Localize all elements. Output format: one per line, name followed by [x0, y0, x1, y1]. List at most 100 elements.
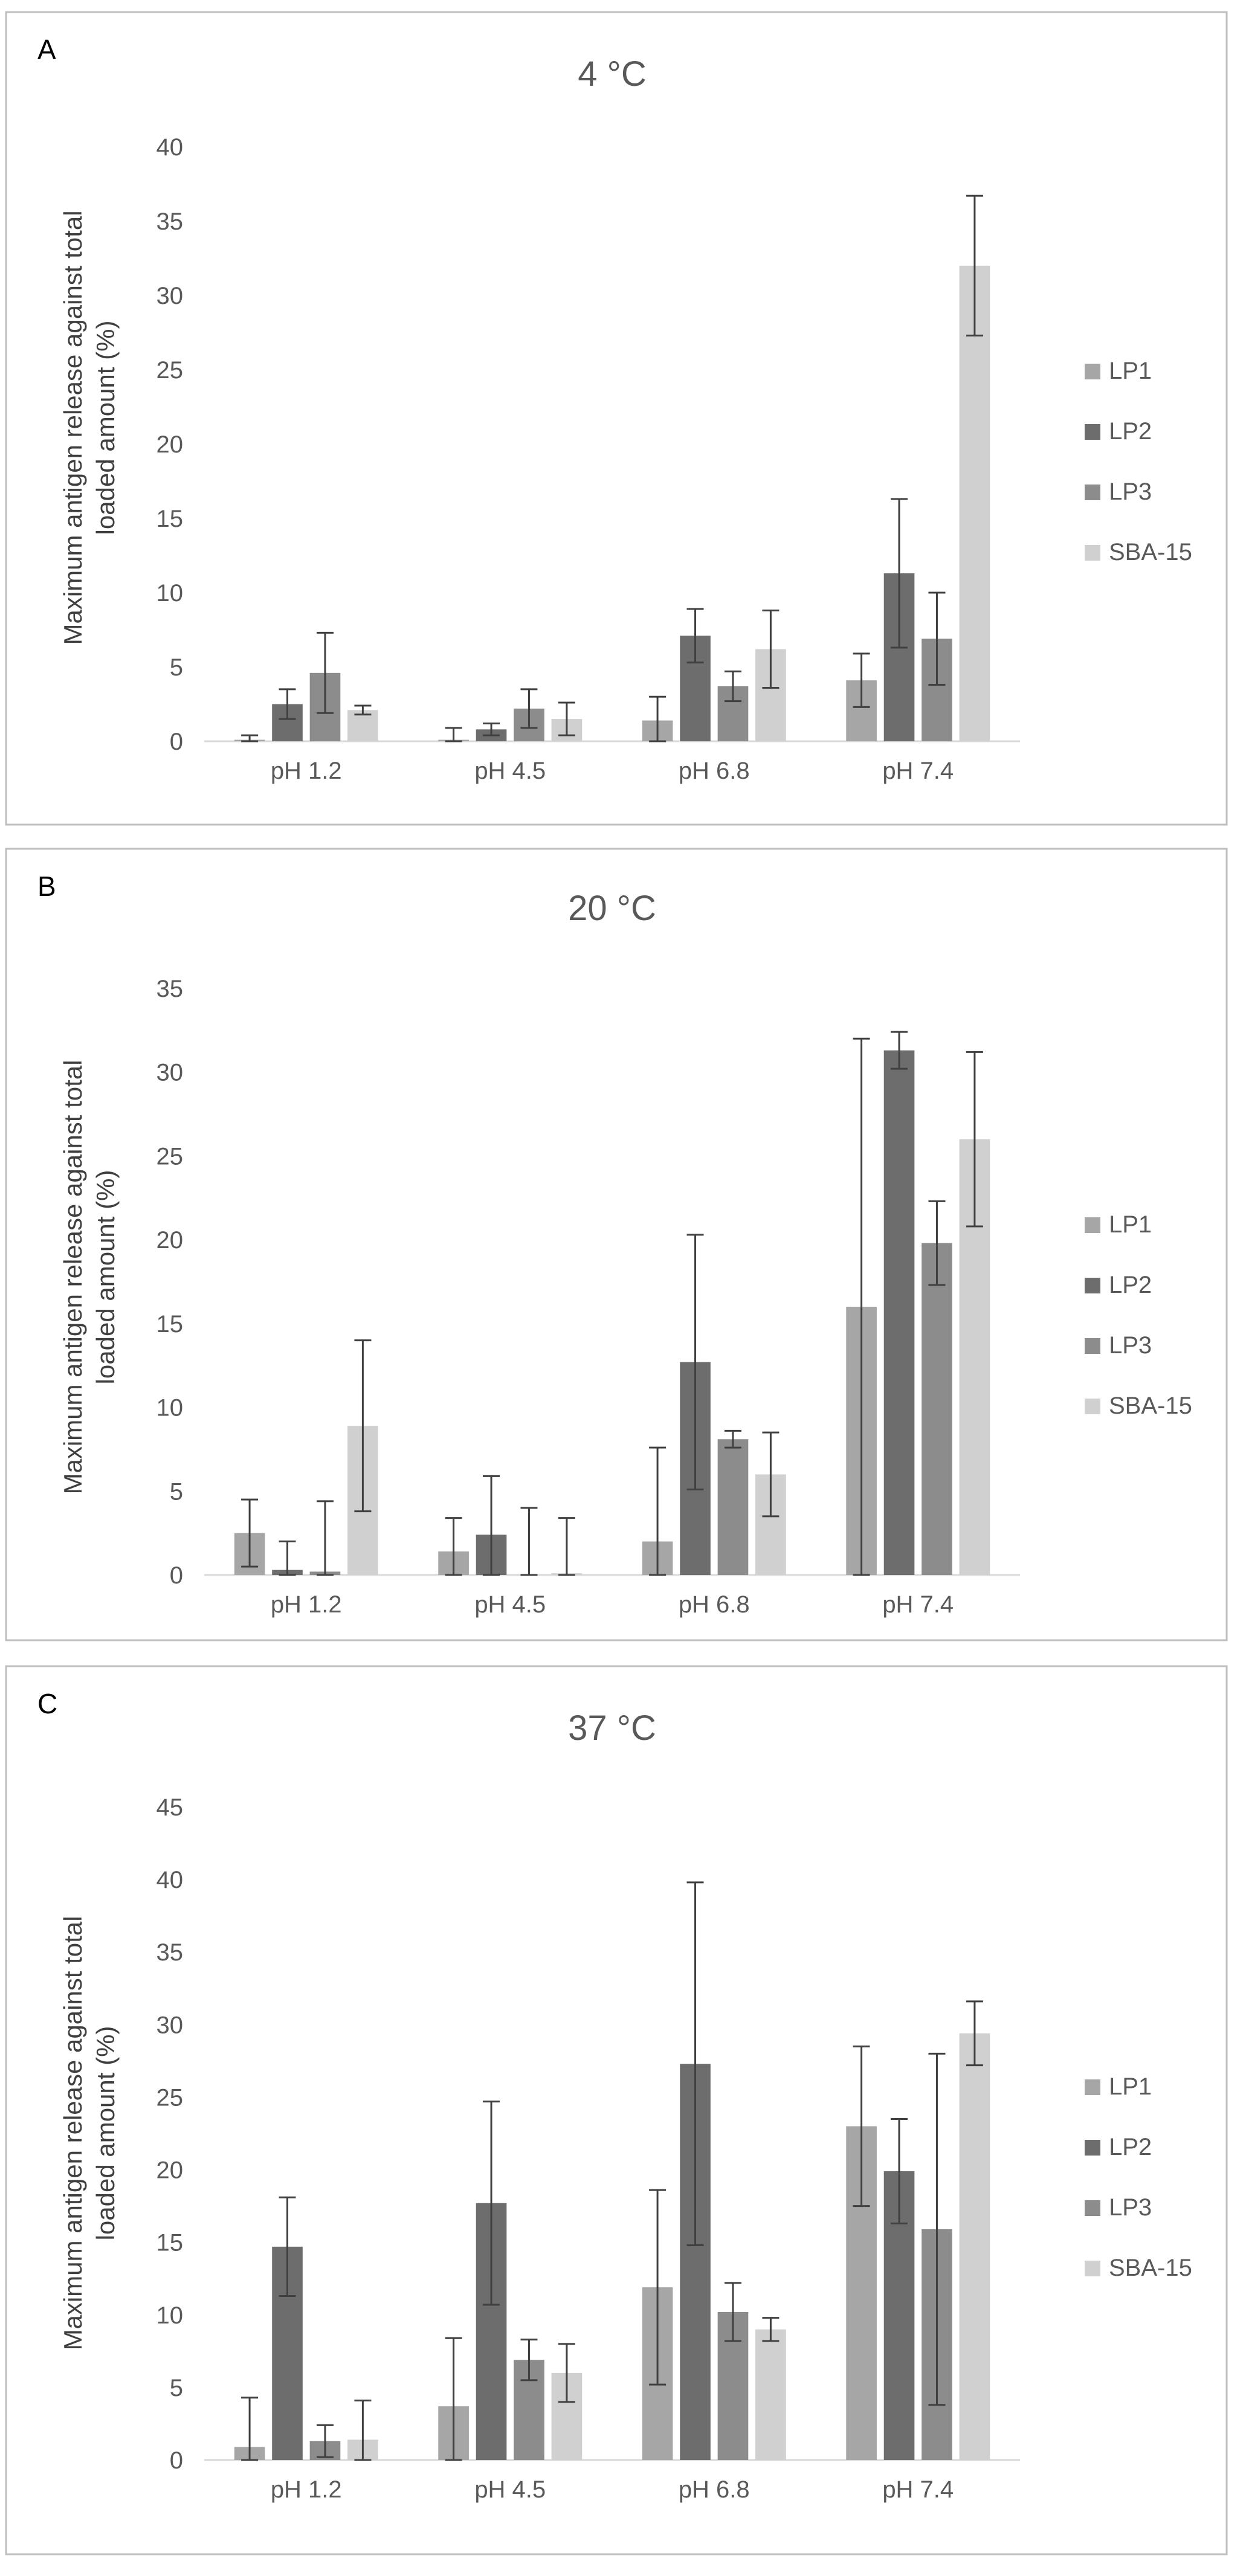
y-tick-label: 5: [170, 2375, 183, 2401]
legend-swatch: [1085, 2261, 1100, 2276]
y-tick-label: 10: [157, 2302, 184, 2329]
y-tick-label: 30: [157, 283, 184, 309]
x-tick-label: pH 7.4: [882, 758, 954, 784]
legend-swatch: [1085, 1338, 1100, 1354]
error-bar: [483, 1475, 500, 1576]
y-tick-label: 35: [157, 1939, 184, 1966]
error-bar: [853, 652, 870, 708]
legend-swatch: [1085, 424, 1100, 440]
error-bar: [891, 1031, 908, 1070]
error-bar: [241, 734, 259, 742]
error-bar: [241, 1498, 259, 1568]
error-bar: [853, 1037, 870, 1576]
legend-label: LP1: [1109, 1211, 1152, 1238]
y-axis-label-line: Maximum antigen release against total: [59, 1060, 87, 1494]
error-bar: [241, 2397, 259, 2461]
x-tick-label: pH 6.8: [679, 2476, 750, 2503]
legend-label: SBA-15: [1109, 1393, 1192, 1419]
error-bar: [649, 1446, 667, 1576]
y-axis-label-line: loaded amount (%): [91, 321, 120, 535]
x-tick-label: pH 4.5: [474, 1591, 546, 1618]
legend-label: LP3: [1109, 1332, 1152, 1359]
error-bar: [649, 2189, 667, 2386]
legend-swatch: [1085, 1399, 1100, 1414]
y-tick-label: 0: [170, 2447, 183, 2474]
error-bar: [966, 1051, 983, 1228]
panel-letter: A: [37, 34, 56, 65]
bar-lp3: [717, 1439, 749, 1575]
error-bar: [686, 1881, 704, 2246]
error-bar: [686, 1234, 704, 1491]
legend-item: LP3: [1085, 2194, 1152, 2221]
legend-swatch: [1085, 364, 1100, 379]
y-tick-label: 30: [157, 1060, 184, 1086]
error-bar: [483, 722, 500, 736]
legend-swatch: [1085, 2079, 1100, 2095]
panel-frame: [5, 11, 1228, 826]
legend-label: SBA-15: [1109, 539, 1192, 565]
y-tick-label: 30: [157, 2012, 184, 2038]
error-bar: [279, 2196, 296, 2297]
x-tick-label: pH 6.8: [679, 1591, 750, 1618]
legend-item: SBA-15: [1085, 2255, 1192, 2281]
y-axis-label: Maximum antigen release against total loa…: [59, 1916, 120, 2350]
y-tick-label: 25: [157, 1143, 184, 1170]
error-bar: [558, 701, 575, 736]
chart-panel-a: A 4 °C Maximum antigen release against tot…: [5, 11, 1228, 826]
error-bar: [279, 688, 296, 720]
error-bar: [445, 2337, 462, 2461]
x-tick-label: pH 4.5: [474, 2476, 546, 2503]
error-bar: [891, 2117, 908, 2224]
legend-swatch: [1085, 545, 1100, 561]
error-bar: [762, 610, 780, 689]
error-bar: [558, 2343, 575, 2403]
y-axis-label: Maximum antigen release against total loa…: [59, 210, 120, 645]
error-bar: [724, 1429, 741, 1449]
y-tick-label: 40: [157, 134, 184, 161]
y-axis-label-line: loaded amount (%): [91, 2026, 120, 2241]
error-bar: [520, 2339, 538, 2381]
bar-lp3: [922, 1243, 952, 1575]
bar-sba-15: [959, 265, 990, 741]
error-bar: [853, 2045, 870, 2207]
legend-item: LP3: [1085, 1332, 1152, 1359]
y-tick-label: 35: [157, 208, 184, 235]
panel-frame: [5, 848, 1228, 1641]
legend-label: LP2: [1109, 2134, 1152, 2160]
y-tick-label: 0: [170, 729, 183, 755]
legend-label: LP2: [1109, 1272, 1152, 1298]
y-tick-label: 15: [157, 2230, 184, 2256]
error-bar: [354, 2400, 372, 2461]
error-bar: [686, 608, 704, 664]
legend-swatch: [1085, 485, 1100, 500]
y-tick-label: 5: [170, 1478, 183, 1505]
y-tick-label: 15: [157, 506, 184, 532]
error-bar: [316, 2424, 334, 2458]
legend-swatch: [1085, 1278, 1100, 1293]
error-bar: [724, 670, 741, 703]
y-tick-label: 45: [157, 1794, 184, 1821]
legend-item: LP1: [1085, 1211, 1152, 1238]
bar-lp2: [883, 1050, 915, 1575]
error-bar: [316, 631, 334, 714]
y-tick-label: 20: [157, 2157, 184, 2184]
chart-title: 20 °C: [568, 889, 656, 928]
legend-item: LP2: [1085, 2134, 1152, 2160]
y-tick-label: 35: [157, 976, 184, 1002]
error-bar: [966, 2000, 983, 2067]
legend-swatch: [1085, 2200, 1100, 2216]
legend-label: SBA-15: [1109, 2255, 1192, 2281]
panel-frame: [5, 1665, 1228, 2555]
y-axis-label: Maximum antigen release against total loa…: [59, 1060, 120, 1494]
error-bar: [520, 1507, 538, 1576]
x-tick-label: pH 1.2: [271, 1591, 342, 1618]
y-axis-label-line: Maximum antigen release against total: [59, 1916, 87, 2350]
error-bar: [483, 2101, 500, 2306]
panel-letter: C: [37, 1688, 57, 1719]
error-bar: [928, 1200, 946, 1286]
legend-label: LP1: [1109, 358, 1152, 384]
legend-label: LP1: [1109, 2073, 1152, 2100]
error-bar: [316, 1500, 334, 1576]
legend-item: LP2: [1085, 1272, 1152, 1298]
x-tick-label: pH 7.4: [882, 2476, 954, 2503]
